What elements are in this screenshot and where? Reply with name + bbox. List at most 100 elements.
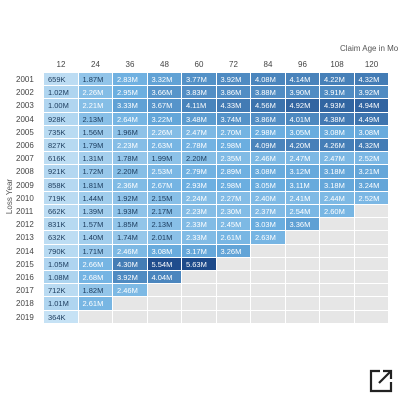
heatmap-cell: 735K xyxy=(44,125,79,139)
heatmap-cell xyxy=(251,257,286,271)
heatmap-cell: 662K xyxy=(44,205,79,219)
heatmap-cell: 3.18M xyxy=(320,178,355,192)
column-label: 24 xyxy=(91,60,100,69)
row-label: 2012 xyxy=(16,220,34,230)
heatmap-cell xyxy=(285,257,320,271)
heatmap-cell xyxy=(320,284,355,298)
row-label: 2006 xyxy=(16,141,34,150)
heatmap-cell: 1.87M xyxy=(78,73,113,87)
heatmap-cell: 2.36M xyxy=(113,178,148,192)
heatmap-cell: 2.41M xyxy=(285,191,320,205)
heatmap-cell: 1.99M xyxy=(147,152,182,166)
heatmap-cell: 4.30M xyxy=(113,257,148,271)
heatmap-cell: 2.37M xyxy=(251,205,286,219)
row-label: 2003 xyxy=(16,101,34,111)
heatmap-cell: 1.56M xyxy=(78,125,113,139)
heatmap-cell xyxy=(113,310,148,324)
heatmap-cell: 3.26M xyxy=(216,244,251,258)
row-label: 2002 xyxy=(16,88,34,98)
heatmap-cell: 2.93M xyxy=(182,178,217,192)
heatmap-cell: 2.13M xyxy=(78,112,113,126)
heatmap-cell: 2.33M xyxy=(182,231,217,245)
heatmap-cell: 2.30M xyxy=(216,205,251,219)
heatmap-cell xyxy=(147,297,182,311)
heatmap-cell: 2.40M xyxy=(251,191,286,205)
heatmap-cell: 659K xyxy=(44,73,79,87)
heatmap-cell xyxy=(320,310,355,324)
heatmap-cell: 2.23M xyxy=(113,139,148,153)
heatmap-cell: 2.63M xyxy=(251,231,286,245)
row-label: 2008 xyxy=(16,167,34,177)
heatmap-cell xyxy=(354,297,389,311)
heatmap-cell: 921K xyxy=(44,165,79,179)
column-label: 36 xyxy=(125,60,135,69)
heatmap-cell: 4.32M xyxy=(354,73,389,87)
heatmap-cell: 1.71M xyxy=(78,244,113,258)
heatmap-cell: 2.20M xyxy=(182,152,217,166)
heatmap-cell: 3.90M xyxy=(285,86,320,100)
heatmap-cell xyxy=(285,297,320,311)
heatmap-cell: 719K xyxy=(44,191,79,205)
heatmap-cell: 1.31M xyxy=(78,152,113,166)
heatmap-cell xyxy=(354,231,389,245)
row-label: 2001 xyxy=(16,75,34,84)
heatmap-cell: 1.93M xyxy=(113,205,148,219)
row-label: 2005 xyxy=(16,127,34,137)
heatmap-cell: 2.33M xyxy=(182,218,217,232)
heatmap-cell: 1.72M xyxy=(78,165,113,179)
heatmap-cell: 3.88M xyxy=(251,86,286,100)
heatmap-cell: 3.48M xyxy=(182,112,217,126)
row-label: 2004 xyxy=(16,114,34,124)
row-label: 2016 xyxy=(16,273,34,282)
heatmap-cell: 3.67M xyxy=(147,99,182,113)
heatmap-cell: 4.33M xyxy=(216,99,251,113)
heatmap-cell: 1.05M xyxy=(44,257,79,271)
heatmap-cell xyxy=(320,218,355,232)
heatmap-cell: 4.49M xyxy=(354,112,389,126)
heatmap-cell: 2.61M xyxy=(216,231,251,245)
heatmap-cell: 712K xyxy=(44,284,79,298)
heatmap-cell: 4.26M xyxy=(320,139,355,153)
heatmap-cell: 5.54M xyxy=(147,257,182,271)
row-label: 2019 xyxy=(16,312,34,322)
heatmap-cell: 2.17M xyxy=(147,205,182,219)
heatmap-cell: 2.27M xyxy=(216,191,251,205)
heatmap-cell: 2.64M xyxy=(113,112,148,126)
heatmap-cell: 3.05M xyxy=(285,125,320,139)
row-label: 2015 xyxy=(16,259,34,269)
heatmap-cell xyxy=(113,297,148,311)
heatmap-cell: 5.63M xyxy=(182,257,217,271)
row-label: 2018 xyxy=(16,299,34,309)
external-link-icon[interactable] xyxy=(366,366,396,396)
heatmap-cell: 2.26M xyxy=(147,125,182,139)
heatmap-cell: 2.47M xyxy=(320,152,355,166)
heatmap-cell xyxy=(354,244,389,258)
heatmap-cell: 1.92M xyxy=(113,191,148,205)
heatmap-cell: 928K xyxy=(44,112,79,126)
heatmap-cell: 858K xyxy=(44,178,79,192)
heatmap-cell: 4.38M xyxy=(320,112,355,126)
row-label: 2011 xyxy=(16,207,34,216)
heatmap-cell: 2.98M xyxy=(216,139,251,153)
heatmap-cell xyxy=(354,284,389,298)
heatmap-cell xyxy=(182,310,217,324)
heatmap-cell xyxy=(251,310,286,324)
heatmap-cell: 3.32M xyxy=(147,73,182,87)
heatmap-cell xyxy=(285,310,320,324)
heatmap-cell: 4.14M xyxy=(285,73,320,87)
heatmap-cell: 3.03M xyxy=(251,218,286,232)
heatmap-cell: 1.82M xyxy=(78,284,113,298)
heatmap-cell: 2.13M xyxy=(147,218,182,232)
heatmap-cell: 632K xyxy=(44,231,79,245)
heatmap-cell: 790K xyxy=(44,244,79,258)
heatmap-cell: 616K xyxy=(44,152,79,166)
heatmap-cell: 2.45M xyxy=(216,218,251,232)
row-label: 2009 xyxy=(16,180,34,190)
heatmap-cell: 2.79M xyxy=(182,165,217,179)
heatmap-cell: 4.94M xyxy=(354,99,389,113)
heatmap-cell: 2.98M xyxy=(216,178,251,192)
heatmap-cell: 3.86M xyxy=(216,86,251,100)
column-label: 108 xyxy=(330,60,344,69)
column-label: 12 xyxy=(56,60,66,69)
